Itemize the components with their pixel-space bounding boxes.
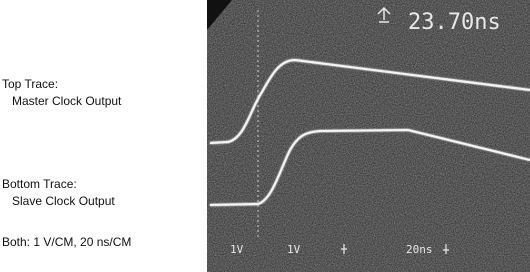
delta-readout: 23.70ns xyxy=(408,10,501,35)
scale-note: Both: 1 V/CM, 20 ns/CM xyxy=(2,235,131,249)
top-trace-desc: Master Clock Output xyxy=(12,94,122,108)
ch2-scale: 1V xyxy=(287,243,301,256)
figure: Top Trace: Master Clock Output Bottom Tr… xyxy=(0,0,530,272)
bottom-trace-desc: Slave Clock Output xyxy=(12,194,115,208)
ch1-scale: 1V xyxy=(230,243,244,256)
scope-screen: 23.70ns 1V 1V 20ns xyxy=(207,0,530,272)
top-trace-title: Top Trace: xyxy=(2,77,58,91)
bottom-trace-title: Bottom Trace: xyxy=(2,177,77,191)
time-scale: 20ns xyxy=(406,243,433,256)
page: {"labels": {"top_title": "Top Trace:", "… xyxy=(0,0,530,272)
screen-noise xyxy=(207,0,530,272)
